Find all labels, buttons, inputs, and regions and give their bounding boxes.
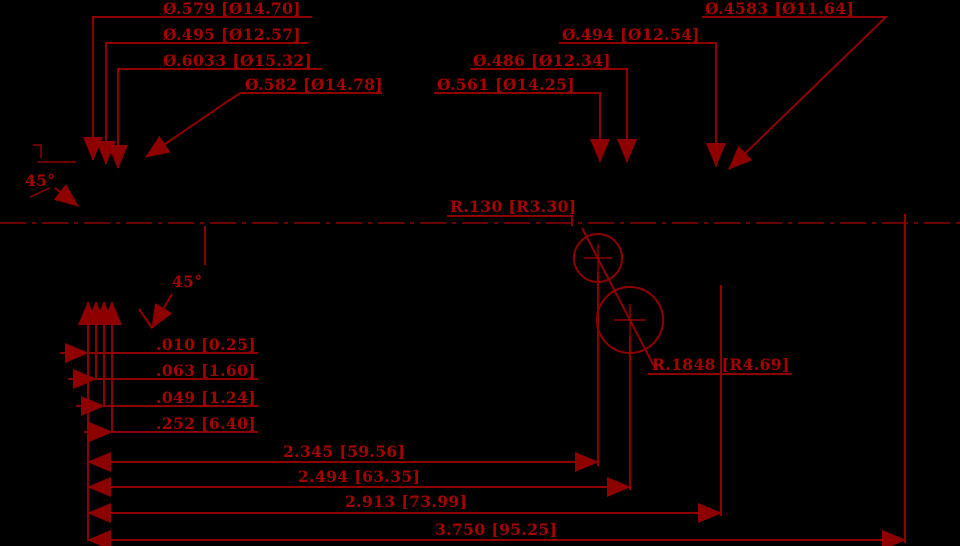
leader-dia-top-left-group — [83, 16, 382, 169]
dim-label-bottom-4: 3.750 [95.25] — [435, 520, 557, 539]
dim-label-left-stack-3: .049 [1.24] — [156, 388, 256, 407]
extension-lines — [597, 214, 906, 543]
dim-label-left-stack-4: .252 [6.40] — [156, 414, 256, 433]
dim-label-dia-top-left-3: Ø.6033 [Ø15.32] — [163, 51, 312, 70]
chamfer-left-leader — [29, 144, 79, 207]
dim-label-dia-top-left-4: Ø.582 [Ø14.78] — [245, 75, 383, 94]
dim-label-radius-2: R.1848 [R4.69] — [652, 355, 790, 374]
left-stack-dimension-lines — [60, 343, 258, 442]
left-stack-extension-lines — [78, 301, 122, 541]
dim-label-dia-top-right-1: Ø.4583 [Ø11.64] — [705, 0, 854, 18]
dim-label-dia-top-right-2: Ø.494 [Ø12.54] — [562, 25, 700, 44]
dim-label-bottom-3: 2.913 [73.99] — [345, 492, 467, 511]
chamfer-mid-leader — [138, 226, 206, 329]
dim-label-dia-top-left-2: Ø.495 [Ø12.57] — [163, 25, 301, 44]
dim-label-dia-top-right-4: Ø.561 [Ø14.25] — [437, 75, 575, 94]
dim-label-bottom-1: 2.345 [59.56] — [283, 442, 405, 461]
dim-label-radius-1: R.130 [R3.30] — [450, 197, 577, 216]
dim-label-left-stack-1: .010 [0.25] — [156, 335, 256, 354]
dim-label-left-stack-2: .063 [1.60] — [156, 361, 256, 380]
bottom-dimension-lines — [87, 452, 906, 546]
dim-label-angle-left: 45° — [25, 171, 56, 190]
leader-dia-top-right-group — [434, 16, 889, 170]
leader-radius-1 — [447, 215, 573, 226]
dim-label-angle-mid: 45° — [172, 272, 203, 291]
dim-label-dia-top-left-1: Ø.579 [Ø14.70] — [163, 0, 301, 18]
radius-leader-diagonal — [581, 227, 657, 371]
dim-label-dia-top-right-3: Ø.486 [Ø12.34] — [473, 51, 611, 70]
dim-label-bottom-2: 2.494 [63.35] — [298, 467, 420, 486]
